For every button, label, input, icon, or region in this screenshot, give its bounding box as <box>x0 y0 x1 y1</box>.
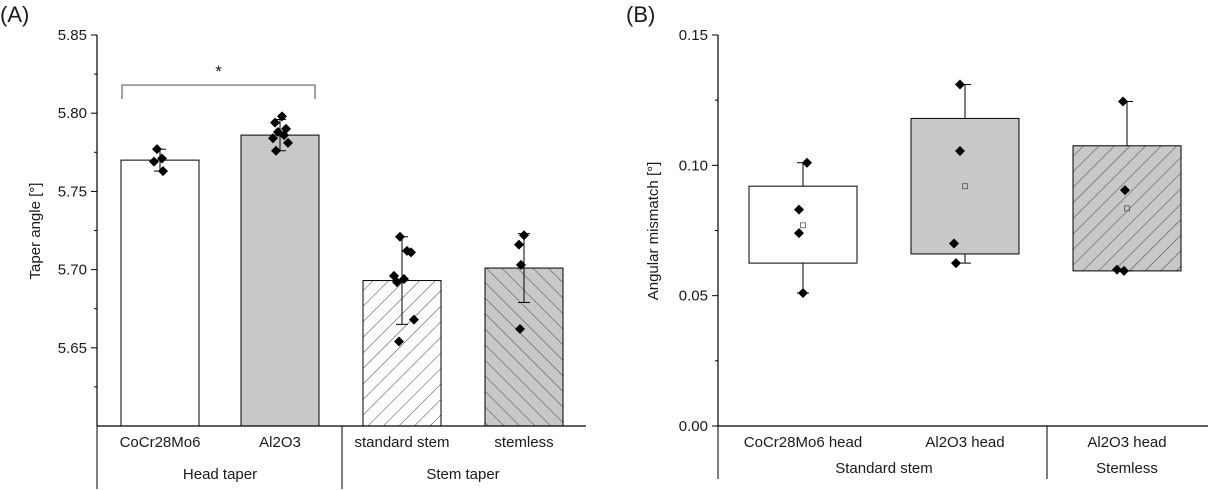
panel-a-significance-bracket: * <box>121 62 316 100</box>
data-point <box>392 277 402 288</box>
x-group-label-1: Head taper <box>183 466 257 483</box>
x-group-label-1: Standard stem <box>835 460 933 477</box>
y-tick-label: 0.15 <box>679 27 708 44</box>
data-point <box>149 156 159 167</box>
data-point <box>270 117 280 128</box>
panel-a-axes: 5.65 5.70 5.75 5.80 5.85 <box>58 27 586 489</box>
x-category-label-3: Al2O3 head <box>1087 434 1166 451</box>
x-category-label-4: stemless <box>494 434 553 451</box>
panel-b: (B) Angular mismatch [°] 0.00 0.05 0.10 0.1… <box>626 2 1208 479</box>
significance-marker: * <box>215 62 222 81</box>
x-category-label-2: Al2O3 <box>259 434 301 451</box>
data-point <box>271 145 281 156</box>
data-point <box>519 230 529 241</box>
data-point <box>394 336 404 347</box>
y-tick-label: 5.65 <box>58 340 87 357</box>
data-point <box>514 239 524 250</box>
x-group-label-2: Stemless <box>1096 460 1158 477</box>
panel-a: (A) Taper angle [°] 5.65 5.70 5.75 5.80 5.85… <box>0 2 586 489</box>
data-point <box>283 137 293 148</box>
data-point <box>949 238 959 249</box>
data-point <box>515 324 525 335</box>
data-point <box>1112 264 1122 275</box>
data-point <box>1118 96 1128 107</box>
y-tick-label: 5.85 <box>58 27 87 44</box>
bar-2 <box>240 134 320 427</box>
box-1 <box>748 185 858 264</box>
y-tick-label: 5.75 <box>58 183 87 200</box>
mean-marker-2 <box>962 183 968 190</box>
y-tick-label: 5.70 <box>58 262 87 279</box>
panel-a-y-axis-label: Taper angle [°] <box>27 183 44 280</box>
y-tick-label: 0.05 <box>679 288 708 305</box>
x-category-label-3: standard stem <box>354 434 449 451</box>
y-tick-label: 5.80 <box>58 105 87 122</box>
mean-marker-3 <box>1124 205 1130 212</box>
data-point <box>955 79 965 90</box>
data-point <box>158 166 168 177</box>
bar-1 <box>120 159 200 427</box>
data-point <box>1120 185 1130 196</box>
x-category-label-2: Al2O3 head <box>925 434 1004 451</box>
data-point <box>794 204 804 215</box>
panel-a-label: (A) <box>0 2 29 27</box>
panel-b-axes: 0.00 0.05 0.10 0.15 <box>679 27 1208 479</box>
data-point <box>409 314 419 325</box>
x-category-label-1: CoCr28Mo6 head <box>744 434 862 451</box>
data-point <box>399 273 409 284</box>
box-2 <box>910 117 1020 255</box>
data-point <box>406 247 416 258</box>
data-point <box>794 228 804 239</box>
x-category-label-1: CoCr28Mo6 <box>120 434 201 451</box>
data-point <box>802 157 812 168</box>
data-point <box>277 111 287 122</box>
y-tick-label: 0.00 <box>679 418 708 435</box>
data-point <box>516 259 526 270</box>
y-tick-label: 0.10 <box>679 157 708 174</box>
data-point <box>951 258 961 269</box>
panel-b-y-axis-label: Angular mismatch [°] <box>645 162 662 301</box>
data-point <box>268 133 278 144</box>
data-point <box>152 144 162 155</box>
data-point <box>798 288 808 299</box>
data-point <box>955 145 965 156</box>
data-point <box>1119 265 1129 276</box>
x-group-label-2: Stem taper <box>426 466 499 483</box>
panel-b-label: (B) <box>626 2 655 27</box>
data-point <box>395 231 405 242</box>
mean-marker-1 <box>800 222 806 229</box>
data-point <box>157 153 167 164</box>
data-point <box>279 130 289 141</box>
box-3 <box>1072 145 1182 272</box>
